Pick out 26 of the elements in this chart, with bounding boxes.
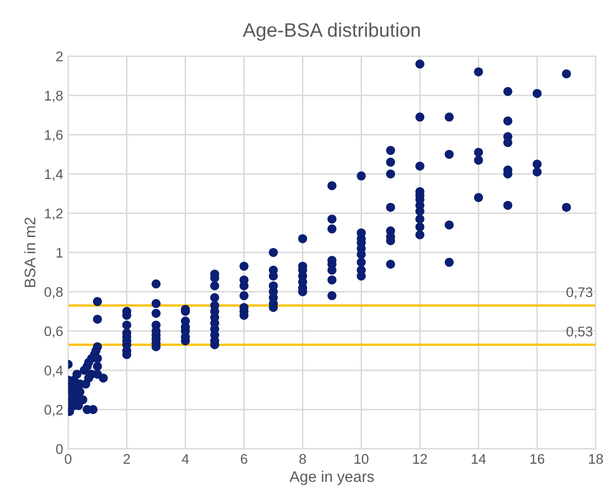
y-tick-label: 1,6 <box>45 130 63 142</box>
y-tick-label: 1,8 <box>45 90 63 102</box>
y-tick-label: 1,4 <box>45 169 63 181</box>
y-axis-title: BSA in m2 <box>24 218 36 287</box>
ref-line-label: 0,53 <box>566 326 592 338</box>
x-tick-label: 4 <box>182 454 189 464</box>
x-tick-label: 0 <box>64 454 72 464</box>
y-tick-label: 0,2 <box>44 404 63 416</box>
y-tick-label: 0,4 <box>44 366 63 378</box>
x-tick-label: 6 <box>240 454 248 464</box>
x-tick-label: 14 <box>472 454 486 464</box>
y-tick-label: 1,2 <box>45 208 63 220</box>
x-tick-label: 10 <box>354 454 368 464</box>
ref-line-label: 0,73 <box>566 287 592 299</box>
y-tick-label: 0,6 <box>44 326 63 338</box>
x-tick-label: 12 <box>413 454 427 464</box>
x-tick-label: 2 <box>124 454 130 464</box>
y-tick-label: 2 <box>56 51 63 62</box>
y-tick-label: 0 <box>56 444 63 454</box>
chart-title: Age-BSA distribution <box>242 22 420 41</box>
y-tick-label: 0,8 <box>44 287 63 299</box>
x-tick-label: 18 <box>589 454 603 464</box>
x-tick-label: 16 <box>530 454 544 464</box>
y-tick-label: 1 <box>56 248 63 258</box>
x-tick-label: 8 <box>299 454 306 464</box>
x-axis-title: Age in years <box>290 470 374 486</box>
